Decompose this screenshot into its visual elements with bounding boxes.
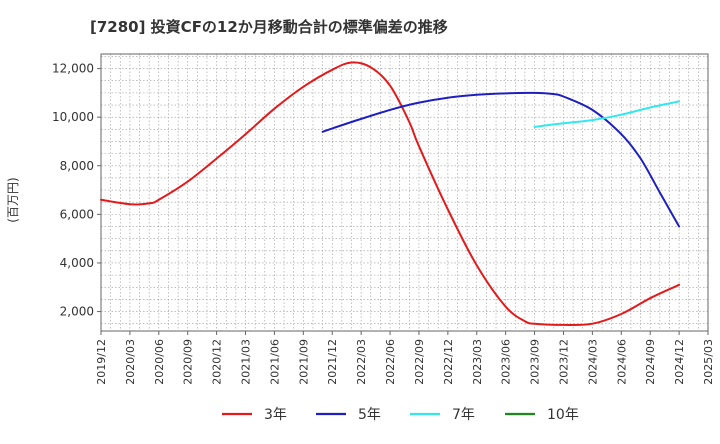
x-tick-label: 2022/09	[413, 339, 426, 385]
x-tick-label: 2023/12	[557, 339, 570, 385]
plot-frame	[100, 53, 709, 332]
x-tick-label: 2019/12	[95, 339, 108, 385]
x-tick-label: 2024/12	[673, 339, 686, 385]
y-tick-label: 8,000	[60, 159, 94, 173]
x-tick-label: 2024/09	[644, 339, 657, 385]
series-lines	[100, 61, 681, 326]
x-tick-label: 2021/03	[240, 339, 253, 385]
x-tick-label: 2020/12	[211, 339, 224, 385]
series-line	[100, 61, 681, 326]
x-tick-label: 2022/03	[355, 339, 368, 385]
x-tick-label: 2020/03	[124, 339, 137, 385]
legend-label: 10年	[547, 407, 579, 423]
grid-lines	[101, 54, 708, 331]
x-tick-label: 2022/06	[384, 339, 397, 385]
x-tick-label: 2022/12	[442, 339, 455, 385]
y-tick-label: 6,000	[60, 207, 94, 221]
axes: 2,000 4,000 6,000 8,000 10,000 12,000 2019/12 2…	[52, 53, 715, 385]
x-tick-label: 2023/06	[500, 339, 513, 385]
y-axis-label: (百万円)	[6, 177, 20, 222]
series-line	[533, 100, 681, 128]
y-tick-label: 10,000	[52, 110, 94, 124]
y-tick-label: 2,000	[60, 305, 94, 319]
x-tick-label: 2024/06	[615, 339, 628, 385]
x-tick-label: 2020/09	[182, 339, 195, 385]
x-tick-label: 2021/09	[297, 339, 310, 385]
y-tick-label: 4,000	[60, 256, 94, 270]
legend-label: 7年	[452, 407, 475, 423]
x-tick-label: 2023/03	[471, 339, 484, 385]
series-line	[321, 91, 681, 228]
chart-title: [7280] 投資CFの12か月移動合計の標準偏差の推移	[90, 18, 448, 36]
y-tick-label: 12,000	[52, 62, 94, 76]
x-tick-label: 2024/03	[586, 339, 599, 385]
legend-label: 5年	[358, 407, 381, 423]
legend-label: 3年	[264, 407, 287, 423]
x-tick-label: 2020/06	[153, 339, 166, 385]
x-tick-label: 2025/03	[702, 339, 715, 385]
x-tick-label: 2023/09	[529, 339, 542, 385]
x-tick-label: 2021/12	[326, 339, 339, 385]
x-tick-label: 2021/06	[268, 339, 281, 385]
legend: 3年 5年 7年 10年	[222, 407, 579, 423]
